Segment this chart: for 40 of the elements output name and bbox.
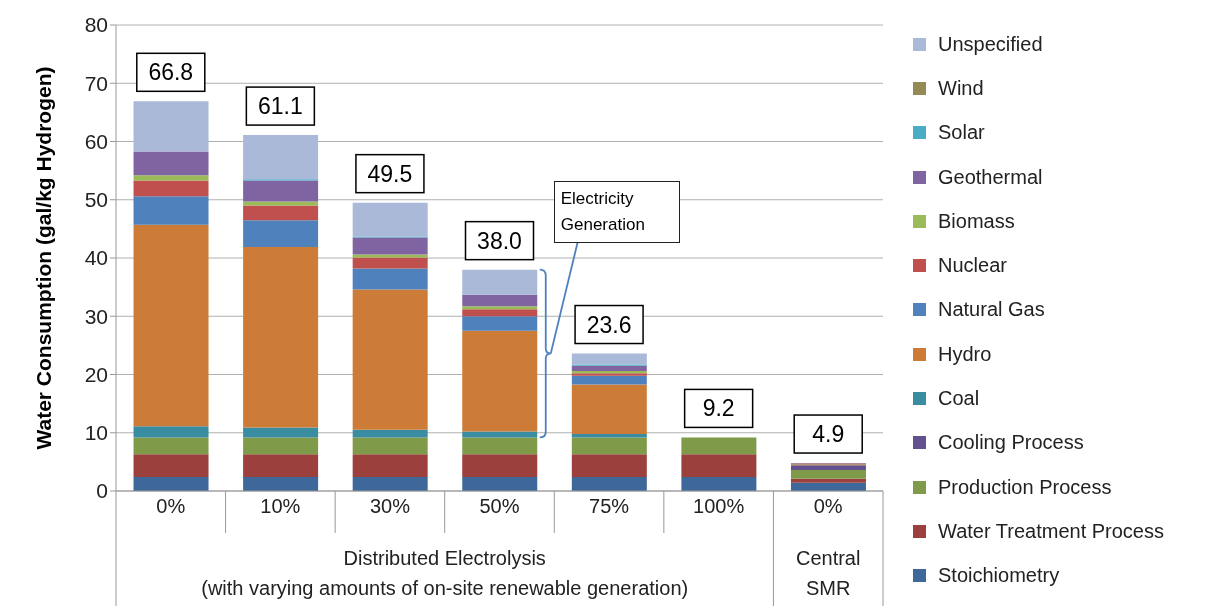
total-label: 66.8 xyxy=(148,59,194,86)
x-tick-label: 50% xyxy=(479,495,520,518)
annotation: Electricity Generation xyxy=(553,180,680,243)
y-tick-label: 60 xyxy=(84,129,108,153)
total-label: 38.0 xyxy=(477,227,522,254)
y-tick-label: 70 xyxy=(84,71,108,95)
total-label: 9.2 xyxy=(702,395,735,422)
y-tick-label: 20 xyxy=(84,362,108,386)
legend-label: Nuclear xyxy=(938,254,1007,278)
y-axis-title: Water Consumption (gal/kg Hydrogen) xyxy=(32,66,56,450)
text: Distributed Electrolysis (with varying amounts of on-site renewable generation) xyxy=(200,546,690,601)
legend-label: Coal xyxy=(938,387,980,411)
legend-label: Wind xyxy=(938,76,984,100)
legend-label: Cooling Process xyxy=(938,431,1084,455)
y-tick-label: 40 xyxy=(84,246,108,270)
legend-label: Production Process xyxy=(938,475,1112,499)
x-tick-label: 100% xyxy=(693,495,745,518)
legend-label: Stoichiometry xyxy=(938,564,1060,588)
total-label: 4.9 xyxy=(812,421,845,448)
x-tick-label: 0% xyxy=(156,495,186,518)
total-label: 49.5 xyxy=(367,160,413,187)
legend-label: Solar xyxy=(938,121,985,145)
legend-label: Water Treatment Process xyxy=(938,519,1164,543)
y-tick-label: 50 xyxy=(84,188,108,212)
legend-label: Hydro xyxy=(938,342,992,366)
x-tick-label: 30% xyxy=(369,495,411,518)
legend-label: Unspecified xyxy=(938,32,1043,56)
y-tick-label: 10 xyxy=(84,421,108,445)
legend-label: Geothermal xyxy=(938,165,1043,189)
y-tick-label: 0 xyxy=(96,479,108,503)
text: Central SMR xyxy=(794,546,862,601)
total-label: 61.1 xyxy=(257,93,303,120)
x-tick-label: 75% xyxy=(589,495,630,518)
x-tick-label: 10% xyxy=(260,495,301,518)
legend-label: Natural Gas xyxy=(938,298,1045,322)
legend-label: Biomass xyxy=(938,209,1015,233)
x-tick-label: 0% xyxy=(813,495,843,518)
y-tick-label: 80 xyxy=(84,13,108,37)
total-label: 23.6 xyxy=(586,311,632,338)
y-tick-label: 30 xyxy=(84,304,108,328)
